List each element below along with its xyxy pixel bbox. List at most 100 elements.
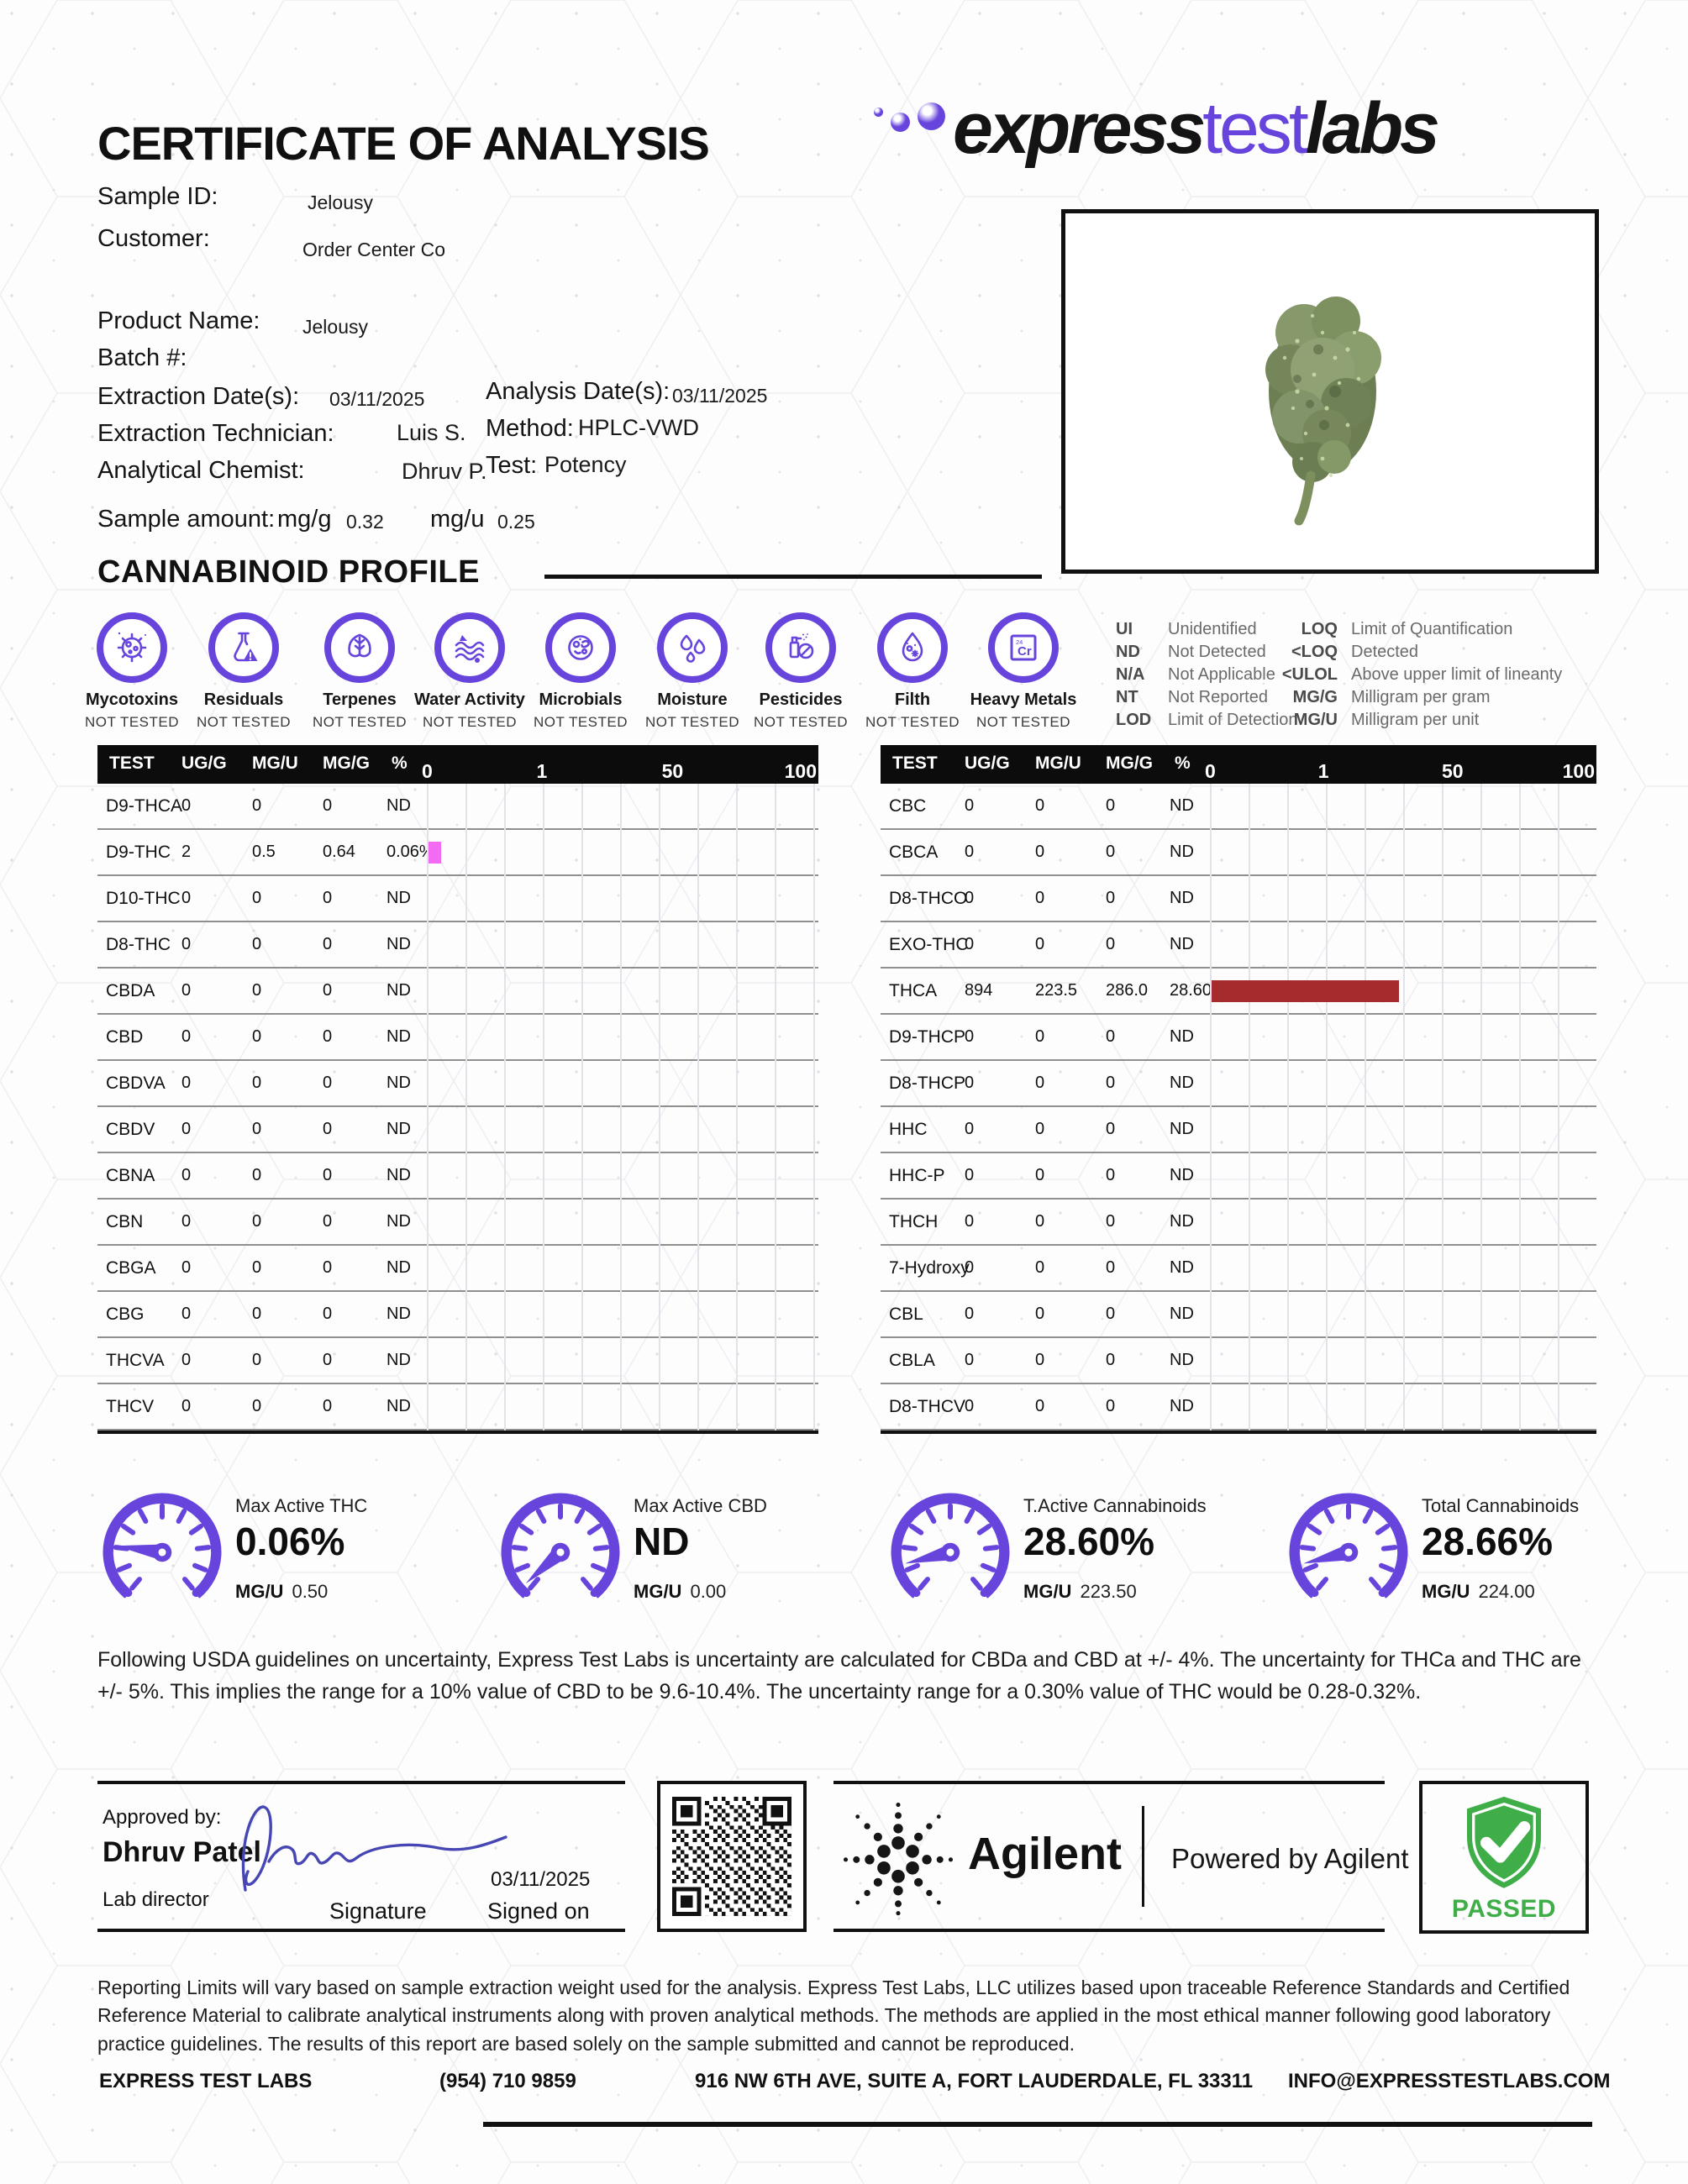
ugg-value: 0 xyxy=(965,1258,975,1277)
legend-item: N/A Not Applicable xyxy=(1116,664,1298,686)
table-row: D9-THC 2 0.5 0.64 0.06% xyxy=(97,830,818,876)
product-name-value: Jelousy xyxy=(302,316,368,338)
mgg-value: 0 xyxy=(323,889,333,907)
legend-abbr: ND xyxy=(1116,643,1140,661)
percent-value: ND xyxy=(1170,1027,1194,1046)
screen-heavy-metals: Cr 24 Heavy Metals NOT TESTED xyxy=(960,612,1086,731)
mgg-value: 0 xyxy=(323,1258,333,1277)
ugg-value: 0 xyxy=(181,1120,192,1138)
bar-track xyxy=(427,876,818,922)
table-row: 7-Hydroxy 0 0 0 ND xyxy=(881,1246,1596,1292)
table-row: D9-THCA 0 0 0 ND xyxy=(97,784,818,830)
bar-track xyxy=(427,1153,818,1200)
mgu-value: 0 xyxy=(1035,1212,1045,1231)
table-row: CBGA 0 0 0 ND xyxy=(97,1246,818,1292)
table-row: D10-THC 0 0 0 ND xyxy=(97,876,818,922)
gauge-icon xyxy=(501,1493,620,1599)
analyte-name: D8-THCP xyxy=(889,1074,966,1093)
bar-track xyxy=(427,1061,818,1107)
agilent-starburst-icon xyxy=(843,1802,954,1916)
mgg-value: 0 xyxy=(1106,1166,1116,1184)
mgu-value: 0 xyxy=(1035,1397,1045,1415)
legend-abbr: UI xyxy=(1116,620,1133,638)
signed-date: 03/11/2025 xyxy=(491,1868,591,1891)
extraction-technician-value: Luis S. xyxy=(397,420,466,445)
bar-track xyxy=(1210,1246,1596,1292)
screen-status: NOT TESTED xyxy=(422,714,518,730)
screen-label: Residuals xyxy=(203,690,284,709)
percent-value: ND xyxy=(387,1212,411,1231)
col-ugg: UG/G xyxy=(181,753,227,773)
percent-value: ND xyxy=(1170,843,1194,861)
approver-name: Dhruv Patel xyxy=(103,1836,261,1868)
legend-desc: Not Applicable xyxy=(1168,665,1275,684)
table-row: CBN 0 0 0 ND xyxy=(97,1200,818,1246)
bar-track xyxy=(427,922,818,969)
analytical-chemist-value: Dhruv P. xyxy=(402,459,487,484)
analyte-name: D9-THCP xyxy=(889,1027,966,1047)
gauge-unit-label: MG/U xyxy=(1422,1581,1470,1602)
gauge: Max Active CBD ND MG/U 0.00 xyxy=(497,1483,892,1626)
analyte-name: CBG xyxy=(106,1305,145,1324)
screen-label: Moisture xyxy=(657,690,728,709)
screen-label: Mycotoxins xyxy=(85,690,179,709)
passed-badge: PASSED xyxy=(1419,1781,1589,1934)
svg-text:Cr: Cr xyxy=(1018,644,1032,659)
qr-pattern xyxy=(672,1797,791,1916)
bar-track xyxy=(427,784,818,830)
table-row: D8-THC 0 0 0 ND xyxy=(97,922,818,969)
col-pct: % xyxy=(392,753,408,773)
gauge-needle xyxy=(116,1542,172,1562)
mgg-value: 286.0 xyxy=(1106,981,1149,1000)
extraction-date-value: 03/11/2025 xyxy=(329,388,425,410)
legend-desc: Not Detected xyxy=(1168,643,1266,661)
mgg-value: 0 xyxy=(323,1351,333,1369)
col-ugg: UG/G xyxy=(965,753,1010,773)
mgg-value: 0 xyxy=(1106,1305,1116,1323)
ugg-value: 0 xyxy=(965,843,975,861)
approval-block: Approved by: Dhruv Patel Lab director Si… xyxy=(97,1781,625,1932)
divider xyxy=(1142,1806,1144,1907)
tick-1: 1 xyxy=(536,760,548,782)
table-row: HHC-P 0 0 0 ND xyxy=(881,1153,1596,1200)
legend-item: <ULOL Above upper limit of lineanty xyxy=(1267,664,1562,686)
percent-value: ND xyxy=(387,889,411,907)
screen-filth: Filth NOT TESTED xyxy=(849,612,975,731)
percent-value: ND xyxy=(387,1166,411,1184)
screen-residuals: Residuals NOT TESTED xyxy=(181,612,307,731)
legend-abbr: LOQ xyxy=(1301,620,1338,638)
legend-item: MG/G Milligram per gram xyxy=(1267,686,1562,709)
percent-value: ND xyxy=(1170,935,1194,953)
mgg-value: 0 xyxy=(323,1074,333,1092)
ugg-value: 0 xyxy=(181,1027,192,1046)
test-label: Test: xyxy=(486,452,538,479)
footer-address: 916 NW 6TH AVE, SUITE A, FORT LAUDERDALE… xyxy=(695,2070,1254,2092)
mgg-value: 0 xyxy=(323,1397,333,1415)
gauge-unit-value: 223.50 xyxy=(1080,1581,1137,1602)
svg-text:24: 24 xyxy=(1016,638,1023,646)
ugg-value: 0 xyxy=(181,796,192,815)
gauge-unit: MG/U 0.50 xyxy=(235,1581,328,1603)
col-mgu: MG/U xyxy=(1035,753,1081,773)
signature-label: Signature xyxy=(329,1898,427,1924)
legend-item: NT Not Reported xyxy=(1116,686,1298,709)
table-row: CBCA 0 0 0 ND xyxy=(881,830,1596,876)
mgu-value: 0.25 xyxy=(497,511,535,533)
percent-value: ND xyxy=(387,1351,411,1369)
bar-track xyxy=(1210,1384,1596,1431)
screen-moisture: Moisture NOT TESTED xyxy=(629,612,755,731)
heavy-metals-icon: Cr 24 xyxy=(988,612,1059,683)
logo-express: express xyxy=(953,88,1206,169)
legend-desc: Milligram per gram xyxy=(1351,688,1491,706)
mgu-value: 0 xyxy=(1035,1027,1045,1046)
percent-value: ND xyxy=(387,1027,411,1046)
percent-value: ND xyxy=(387,935,411,953)
mgg-value: 0 xyxy=(1106,935,1116,953)
mgu-value: 0 xyxy=(252,1397,262,1415)
passed-shield-icon xyxy=(1467,1796,1541,1888)
screen-status: NOT TESTED xyxy=(84,714,180,730)
mgu-value: 0 xyxy=(252,1027,262,1046)
legend-desc: Limit of Detection xyxy=(1168,711,1298,729)
result-bar xyxy=(1212,980,1400,1002)
